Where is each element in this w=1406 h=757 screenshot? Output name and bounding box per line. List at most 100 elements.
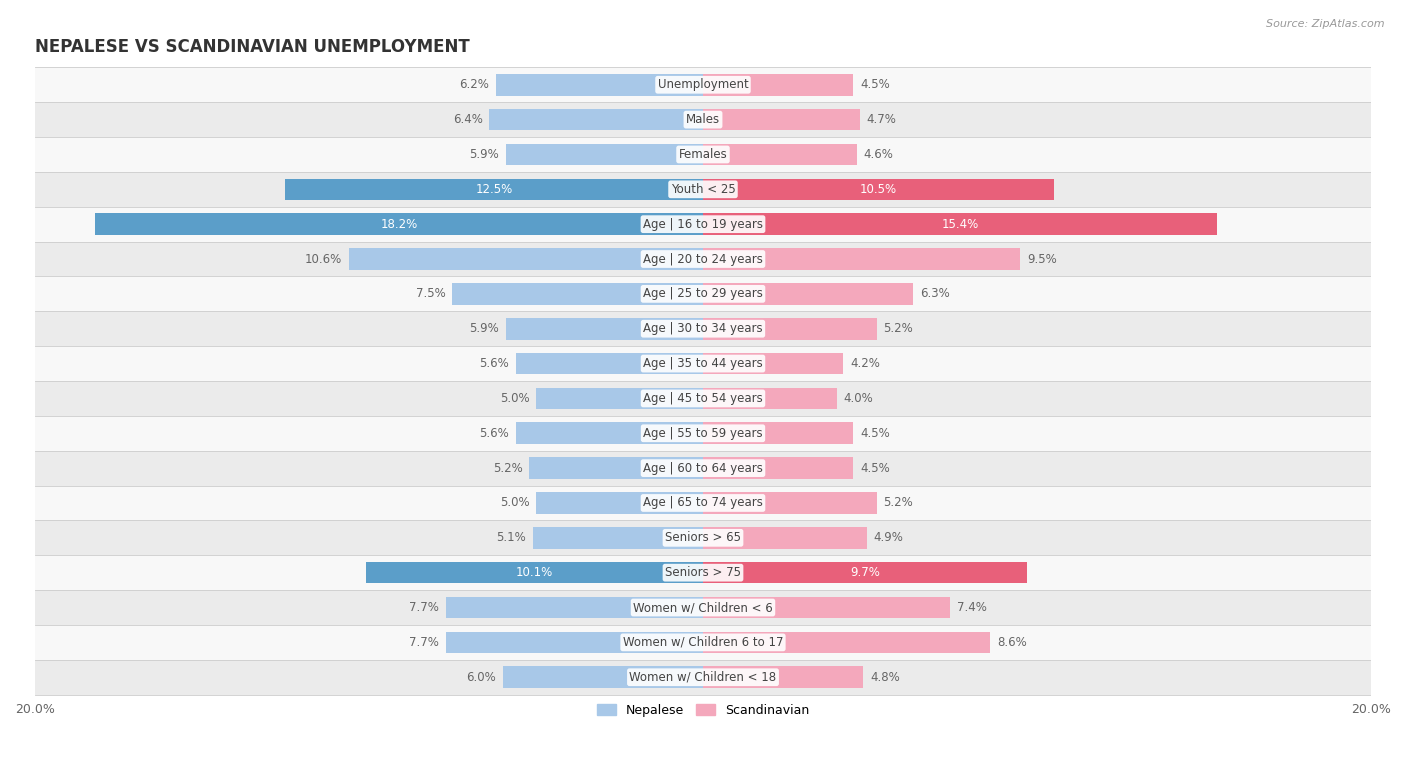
Bar — [703, 666, 863, 688]
Bar — [285, 179, 703, 200]
Text: 7.7%: 7.7% — [409, 601, 439, 614]
Text: 5.6%: 5.6% — [479, 427, 509, 440]
Text: 6.3%: 6.3% — [920, 288, 950, 301]
Text: Women w/ Children < 18: Women w/ Children < 18 — [630, 671, 776, 684]
Bar — [35, 381, 1371, 416]
Bar — [529, 457, 703, 479]
Bar — [703, 388, 837, 410]
Text: Age | 60 to 64 years: Age | 60 to 64 years — [643, 462, 763, 475]
Bar — [703, 74, 853, 95]
Text: 5.9%: 5.9% — [470, 322, 499, 335]
Bar — [703, 144, 856, 165]
Text: Age | 65 to 74 years: Age | 65 to 74 years — [643, 497, 763, 509]
Text: Age | 30 to 34 years: Age | 30 to 34 years — [643, 322, 763, 335]
Bar — [35, 450, 1371, 485]
Text: 4.5%: 4.5% — [860, 462, 890, 475]
Text: 7.7%: 7.7% — [409, 636, 439, 649]
Bar — [35, 660, 1371, 695]
Text: 5.1%: 5.1% — [496, 531, 526, 544]
Bar — [703, 597, 950, 618]
Bar — [516, 422, 703, 444]
Bar — [703, 179, 1053, 200]
Text: 9.7%: 9.7% — [851, 566, 880, 579]
Text: 9.5%: 9.5% — [1026, 253, 1057, 266]
Text: Age | 45 to 54 years: Age | 45 to 54 years — [643, 392, 763, 405]
Text: 5.0%: 5.0% — [499, 497, 529, 509]
Bar — [703, 318, 877, 340]
Text: 5.2%: 5.2% — [883, 322, 912, 335]
Bar — [96, 213, 703, 235]
Bar — [703, 457, 853, 479]
Bar — [35, 416, 1371, 450]
Text: Women w/ Children < 6: Women w/ Children < 6 — [633, 601, 773, 614]
Bar — [703, 248, 1021, 269]
Bar — [703, 353, 844, 375]
Bar — [35, 311, 1371, 346]
Bar — [35, 102, 1371, 137]
Bar — [35, 137, 1371, 172]
Text: Unemployment: Unemployment — [658, 78, 748, 92]
Text: 4.8%: 4.8% — [870, 671, 900, 684]
Bar — [703, 213, 1218, 235]
Bar — [35, 346, 1371, 381]
Text: Females: Females — [679, 148, 727, 161]
Bar — [349, 248, 703, 269]
Text: 4.5%: 4.5% — [860, 78, 890, 92]
Bar — [533, 527, 703, 549]
Bar — [703, 283, 914, 304]
Text: 10.1%: 10.1% — [516, 566, 553, 579]
Text: 5.6%: 5.6% — [479, 357, 509, 370]
Text: Age | 35 to 44 years: Age | 35 to 44 years — [643, 357, 763, 370]
Text: 10.6%: 10.6% — [305, 253, 342, 266]
Bar — [35, 590, 1371, 625]
Text: 6.4%: 6.4% — [453, 113, 482, 126]
Bar — [453, 283, 703, 304]
Text: 8.6%: 8.6% — [997, 636, 1026, 649]
Text: 5.2%: 5.2% — [494, 462, 523, 475]
Text: Youth < 25: Youth < 25 — [671, 183, 735, 196]
Text: Seniors > 75: Seniors > 75 — [665, 566, 741, 579]
Bar — [703, 562, 1026, 584]
Text: Women w/ Children 6 to 17: Women w/ Children 6 to 17 — [623, 636, 783, 649]
Bar — [502, 666, 703, 688]
Text: 15.4%: 15.4% — [942, 218, 979, 231]
Text: NEPALESE VS SCANDINAVIAN UNEMPLOYMENT: NEPALESE VS SCANDINAVIAN UNEMPLOYMENT — [35, 38, 470, 56]
Bar — [703, 492, 877, 514]
Bar — [366, 562, 703, 584]
Bar — [496, 74, 703, 95]
Text: 6.0%: 6.0% — [467, 671, 496, 684]
Bar — [35, 67, 1371, 102]
Text: 5.2%: 5.2% — [883, 497, 912, 509]
Bar — [35, 485, 1371, 520]
Bar — [446, 631, 703, 653]
Text: Age | 25 to 29 years: Age | 25 to 29 years — [643, 288, 763, 301]
Text: 6.2%: 6.2% — [460, 78, 489, 92]
Bar — [703, 422, 853, 444]
Bar — [703, 109, 860, 130]
Bar — [35, 625, 1371, 660]
Bar — [35, 241, 1371, 276]
Text: 5.9%: 5.9% — [470, 148, 499, 161]
Legend: Nepalese, Scandinavian: Nepalese, Scandinavian — [592, 699, 814, 721]
Bar — [35, 520, 1371, 555]
Text: 7.4%: 7.4% — [957, 601, 987, 614]
Bar — [536, 388, 703, 410]
Bar — [703, 527, 866, 549]
Bar — [506, 318, 703, 340]
Text: Seniors > 65: Seniors > 65 — [665, 531, 741, 544]
Bar — [489, 109, 703, 130]
Text: 4.7%: 4.7% — [866, 113, 897, 126]
Text: 4.0%: 4.0% — [844, 392, 873, 405]
Bar — [703, 631, 990, 653]
Bar — [35, 276, 1371, 311]
Bar — [35, 207, 1371, 241]
Text: Source: ZipAtlas.com: Source: ZipAtlas.com — [1267, 19, 1385, 29]
Bar — [516, 353, 703, 375]
Text: Males: Males — [686, 113, 720, 126]
Text: 4.6%: 4.6% — [863, 148, 893, 161]
Text: 10.5%: 10.5% — [860, 183, 897, 196]
Text: 4.9%: 4.9% — [873, 531, 903, 544]
Text: 4.2%: 4.2% — [851, 357, 880, 370]
Text: Age | 16 to 19 years: Age | 16 to 19 years — [643, 218, 763, 231]
Bar — [536, 492, 703, 514]
